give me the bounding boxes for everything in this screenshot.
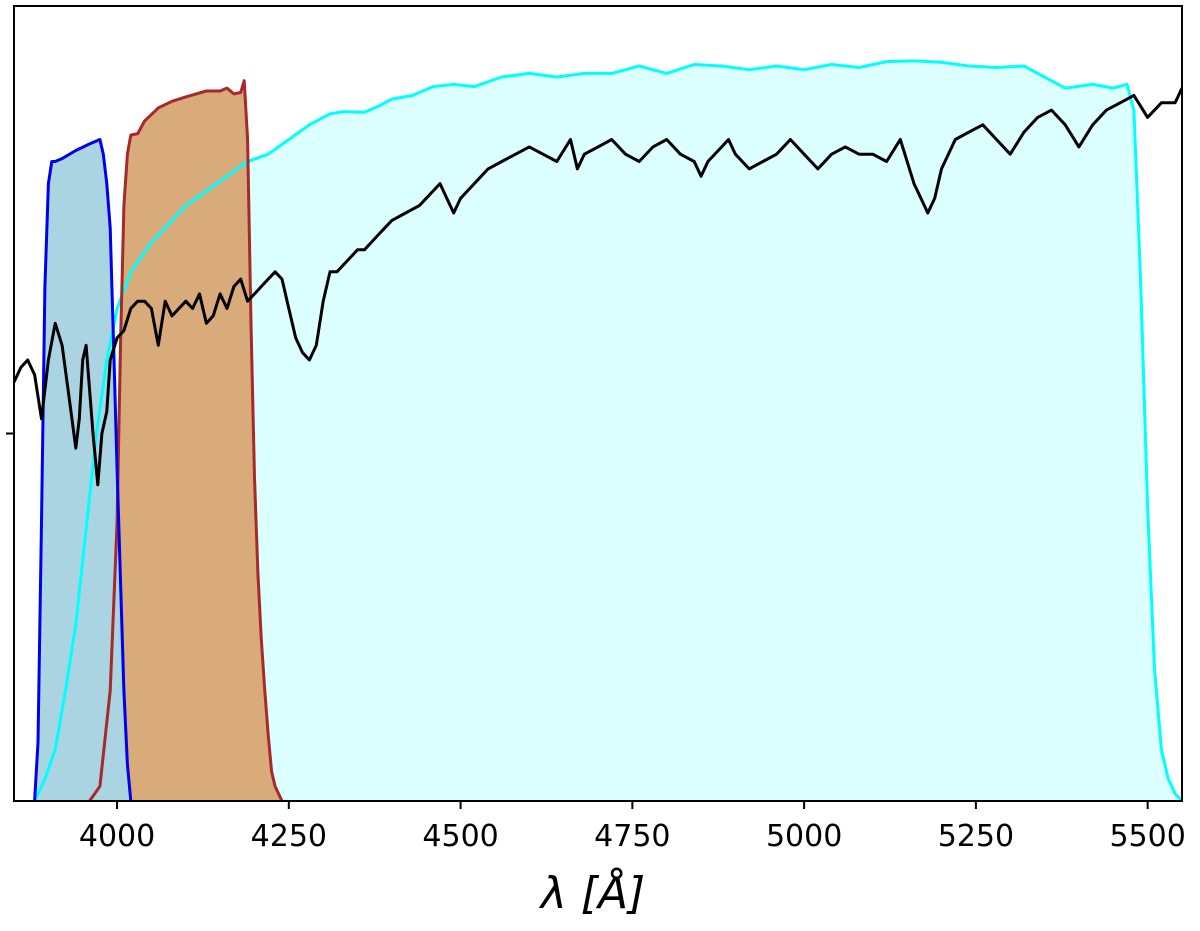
filter-line-brown <box>88 79 284 801</box>
axis-ticks: 4000 4250 4500 4750 5000 5250 5500 <box>6 432 1186 854</box>
x-tick-label: 4250 <box>251 819 327 854</box>
x-axis-title: λ [Å] <box>539 866 645 919</box>
filter-fills <box>34 60 1182 801</box>
filter-fill-blue <box>34 139 131 801</box>
x-tick-label: 5250 <box>938 819 1014 854</box>
plot-frame <box>13 5 1183 802</box>
filter-line-cyan <box>33 59 1182 801</box>
x-tick-label: 4000 <box>79 819 155 854</box>
x-tick-label: 4750 <box>594 819 670 854</box>
x-tick-label: 4500 <box>422 819 498 854</box>
series-lines <box>14 59 1182 801</box>
filter-fill-cyan <box>34 60 1182 801</box>
spectrum-line <box>14 87 1182 487</box>
x-tick-label: 5500 <box>1109 819 1185 854</box>
x-tick-label: 5000 <box>766 819 842 854</box>
filter-line-blue <box>33 138 133 801</box>
